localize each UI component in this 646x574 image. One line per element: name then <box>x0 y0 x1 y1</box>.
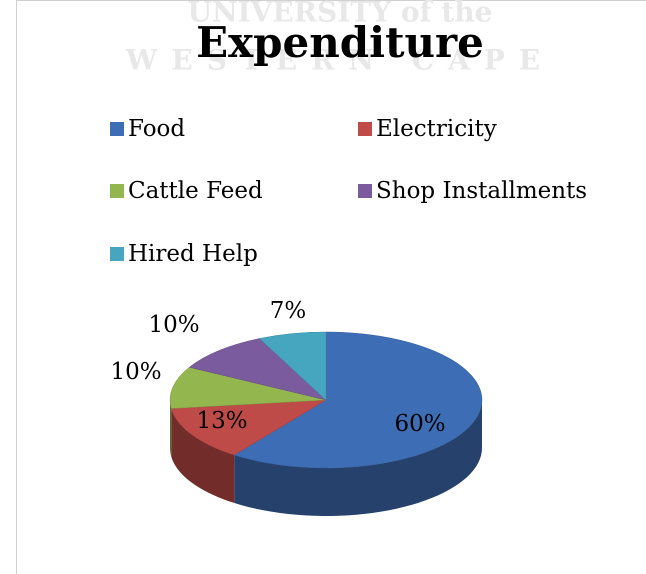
legend-label: Food <box>128 116 185 142</box>
legend-label: Cattle Feed <box>128 178 263 204</box>
slice <box>233 331 483 469</box>
watermark: WESTERN CAPE <box>125 44 554 77</box>
legend-label: Electricity <box>376 116 497 142</box>
legend-swatch <box>110 184 124 198</box>
legend-label: Shop Installments <box>376 178 587 204</box>
slice <box>259 331 327 401</box>
slice-side <box>234 400 482 516</box>
slice <box>170 399 327 456</box>
legend-swatch <box>358 184 372 198</box>
data-label: 13% <box>196 408 247 434</box>
slice <box>188 338 327 401</box>
data-label: 7% <box>270 298 307 324</box>
legend-label: Hired Help <box>128 241 258 267</box>
chart-title: Expenditure <box>196 18 484 67</box>
legend-swatch <box>358 122 372 136</box>
watermark: UNIVERSITY of the <box>188 0 493 29</box>
data-label: 10% <box>148 312 199 338</box>
slice-side <box>171 408 235 504</box>
legend-swatch <box>110 122 124 136</box>
legend-swatch <box>110 247 124 261</box>
data-label: 60% <box>394 411 445 437</box>
slice-side <box>170 400 172 457</box>
data-label: 10% <box>110 359 161 385</box>
slice <box>169 366 327 409</box>
